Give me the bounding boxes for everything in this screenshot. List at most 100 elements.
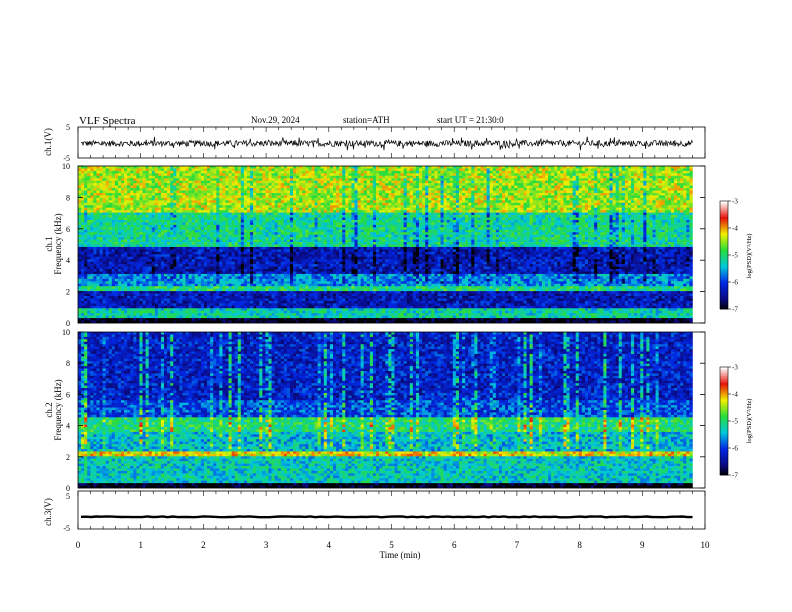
spectrogram-cell [631,210,635,213]
spectrogram-cell [262,200,266,204]
spectrogram-cell [372,200,377,204]
spectrogram-cell [670,195,675,199]
spectrogram-cell [618,217,623,221]
spectrogram-cell [449,173,454,177]
spectrogram-cell [317,212,322,216]
spectrogram-cell [286,210,291,213]
spectrogram-cell [216,207,220,211]
spectrogram-cell [271,188,275,191]
spectrogram-cell [243,178,248,182]
spectrogram-cell [117,222,122,226]
spectrogram-cell [495,192,500,196]
spectrogram-cell [449,185,454,189]
spectrogram-cell [210,217,214,221]
spectrogram-cell [385,217,389,221]
spectrogram-cell [308,175,312,179]
spectrogram-cell [345,195,349,199]
spectrogram-cell [243,183,248,186]
spectrogram-cell [658,175,663,179]
spectrogram-cell [683,195,687,199]
spectrogram-cell [240,222,245,226]
spectrogram-cell [357,202,361,206]
spectrogram-cell [207,183,211,186]
spectrogram-cell [437,195,441,199]
spectrogram-cell [173,224,177,228]
spectrogram-cell [517,202,521,206]
spectrogram-cell [462,215,466,218]
spectrogram-cell [569,180,573,184]
spectrogram-cell [517,219,521,223]
spectrogram-cell [127,219,131,223]
spectrogram-cell [437,215,441,218]
spectrogram-cell [323,188,328,191]
spectrogram-cell [686,188,690,191]
spectrogram-cell [440,183,444,186]
spectrogram-cell [422,217,426,221]
spectrogram-cell [90,217,94,221]
spectrogram-cell [81,195,85,199]
spectrogram-cell [234,183,239,186]
spectrogram-cell [520,219,524,223]
spectrogram-cell [382,173,386,177]
spectrogram-cell [379,222,383,226]
spectrogram-cell [253,166,257,169]
spectrogram-cell [535,178,540,182]
spectrogram-cell [474,197,478,201]
spectrogram-cell [93,212,97,216]
spectrogram-cell [219,224,223,228]
spectrogram-cell [320,217,325,221]
spectrogram-cell [360,207,365,211]
spectrogram-cell [498,205,503,208]
spectrogram-cell [262,222,266,226]
spectrogram-cell [136,175,140,179]
spectrogram-cell [197,173,202,177]
spectrogram-cell [207,215,211,218]
spectrogram-cell [191,190,196,194]
spectrogram-cell [634,185,638,189]
spectrogram-cell [422,192,426,196]
spectrogram-cell [345,190,349,194]
spectrogram-cell [683,170,687,174]
spectrogram-cell [606,183,610,186]
spectrogram-cell [339,215,343,218]
spectrogram-cell [259,173,263,177]
spectrogram-cell [394,215,398,218]
spectrogram-cell [117,180,122,184]
spectrogram-cell [240,190,245,194]
spectrogram-cell [631,222,635,226]
spectrogram-cell [268,188,272,191]
spectrogram-cell [689,215,693,218]
spectrogram-cell [234,219,239,223]
spectrogram-cell [495,195,500,199]
spectrogram-cell [87,200,91,204]
spectrogram-cell [99,219,103,223]
spectrogram-cell [591,197,595,201]
spectrogram-cell [388,168,392,172]
spectrogram-cell [173,183,177,186]
spectrogram-cell [336,210,340,213]
spectrogram-cell [259,180,263,184]
spectrogram-cell [188,217,192,221]
spectrogram-cell [117,168,122,172]
spectrogram-cell [87,178,91,182]
spectrogram-cell [661,215,666,218]
spectrogram-cell [667,180,672,184]
spectrogram-cell [354,200,358,204]
spectrogram-cell [130,183,134,186]
spectrogram-cell [517,195,521,199]
spectrogram-cell [81,202,85,206]
spectrogram-cell [388,175,392,179]
spectrogram-cell [640,170,644,174]
spectrogram-cell [348,190,352,194]
spectrogram-cell [363,197,368,201]
spectrogram-cell [575,180,580,184]
spectrogram-cell [157,202,162,206]
spectrogram-cell [136,183,140,186]
spectrogram-cell [643,205,647,208]
spectrogram-cell [517,192,521,196]
spectrogram-cell [409,195,414,199]
spectrogram-cell [412,205,417,208]
spectrogram-cell [274,207,278,211]
spectrogram-cell [360,180,365,184]
spectrogram-cell [151,212,156,216]
